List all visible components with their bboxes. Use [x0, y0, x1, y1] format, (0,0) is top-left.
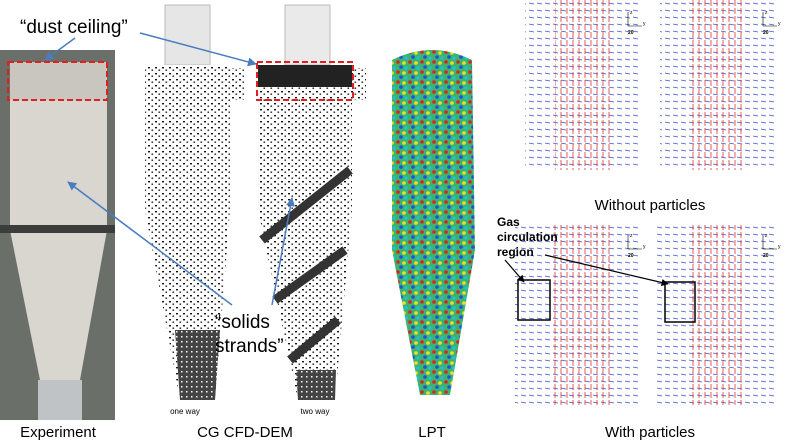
cyclone-label: two way — [301, 407, 330, 416]
axis-key-label: y — [778, 21, 781, 27]
callout: “dust ceiling” — [20, 17, 128, 38]
callout: “solids — [215, 312, 270, 333]
panel-label: CG CFD-DEM — [197, 424, 293, 441]
callout: Gas — [497, 215, 520, 229]
callout: region — [497, 245, 534, 259]
axis-key-label: 20 — [628, 253, 634, 259]
axis-key-label: 20 — [763, 30, 769, 36]
axis-key-label: y — [643, 244, 646, 250]
panel-label: LPT — [418, 424, 446, 441]
panel-label: Without particles — [595, 197, 706, 214]
axis-key-label: y — [643, 21, 646, 27]
axis-key-label: 20 — [628, 30, 634, 36]
figure: “dust ceiling” “solids strands” Gas circ… — [0, 0, 794, 444]
axis-key-label: y — [778, 244, 781, 250]
lpt-cyclone — [392, 50, 475, 395]
experiment-photo — [0, 50, 115, 420]
axis-key-label: 20 — [763, 253, 769, 259]
callout: circulation — [497, 230, 558, 244]
cyclone-label: one way — [170, 407, 200, 416]
panel-label: With particles — [605, 424, 695, 441]
callout: strands” — [215, 336, 284, 357]
panel-label: Experiment — [20, 424, 97, 441]
